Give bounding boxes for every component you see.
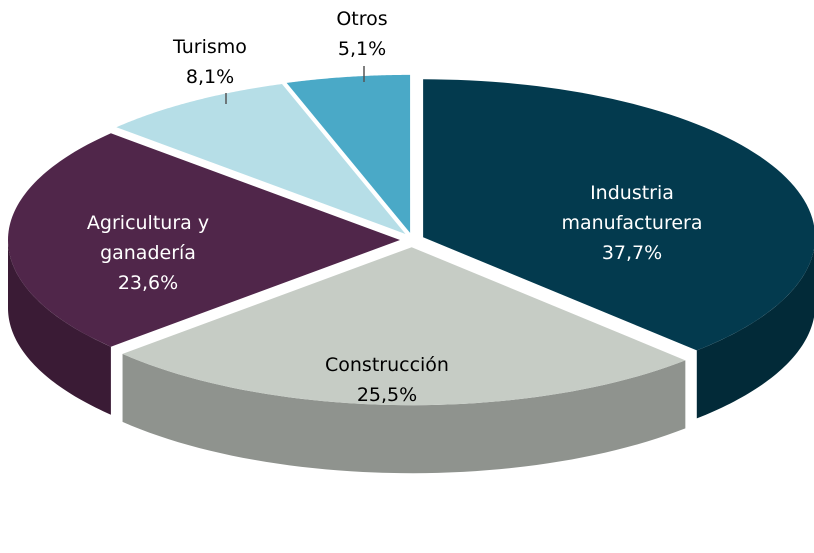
slice-label: Turismo 8,1% — [150, 32, 270, 92]
value-label: 23,6% — [117, 272, 179, 294]
slice-side — [696, 249, 814, 419]
slice-label: Otros 5,1% — [302, 4, 422, 64]
slice-label: Construcción 25,5% — [297, 350, 477, 410]
slice — [423, 79, 814, 351]
slice — [122, 247, 686, 406]
slice-side — [122, 353, 686, 474]
slice-label: Industria manufacturera 37,7% — [542, 178, 722, 268]
slice-label: Agricultura y ganadería 23,6% — [58, 208, 238, 298]
slice — [286, 74, 411, 233]
value-label: 8,1% — [185, 66, 235, 88]
category-label: Construcción — [325, 354, 449, 376]
slice — [116, 84, 406, 234]
slice — [8, 133, 400, 347]
category-label: Otros — [336, 8, 388, 30]
category-label: Turismo — [173, 36, 247, 58]
value-label: 5,1% — [337, 38, 387, 60]
category-label: Industria manufacturera — [561, 182, 703, 234]
slice-side — [8, 240, 111, 415]
value-label: 37,7% — [601, 242, 663, 264]
category-label: Agricultura y ganadería — [86, 212, 210, 264]
value-label: 25,5% — [356, 384, 418, 406]
